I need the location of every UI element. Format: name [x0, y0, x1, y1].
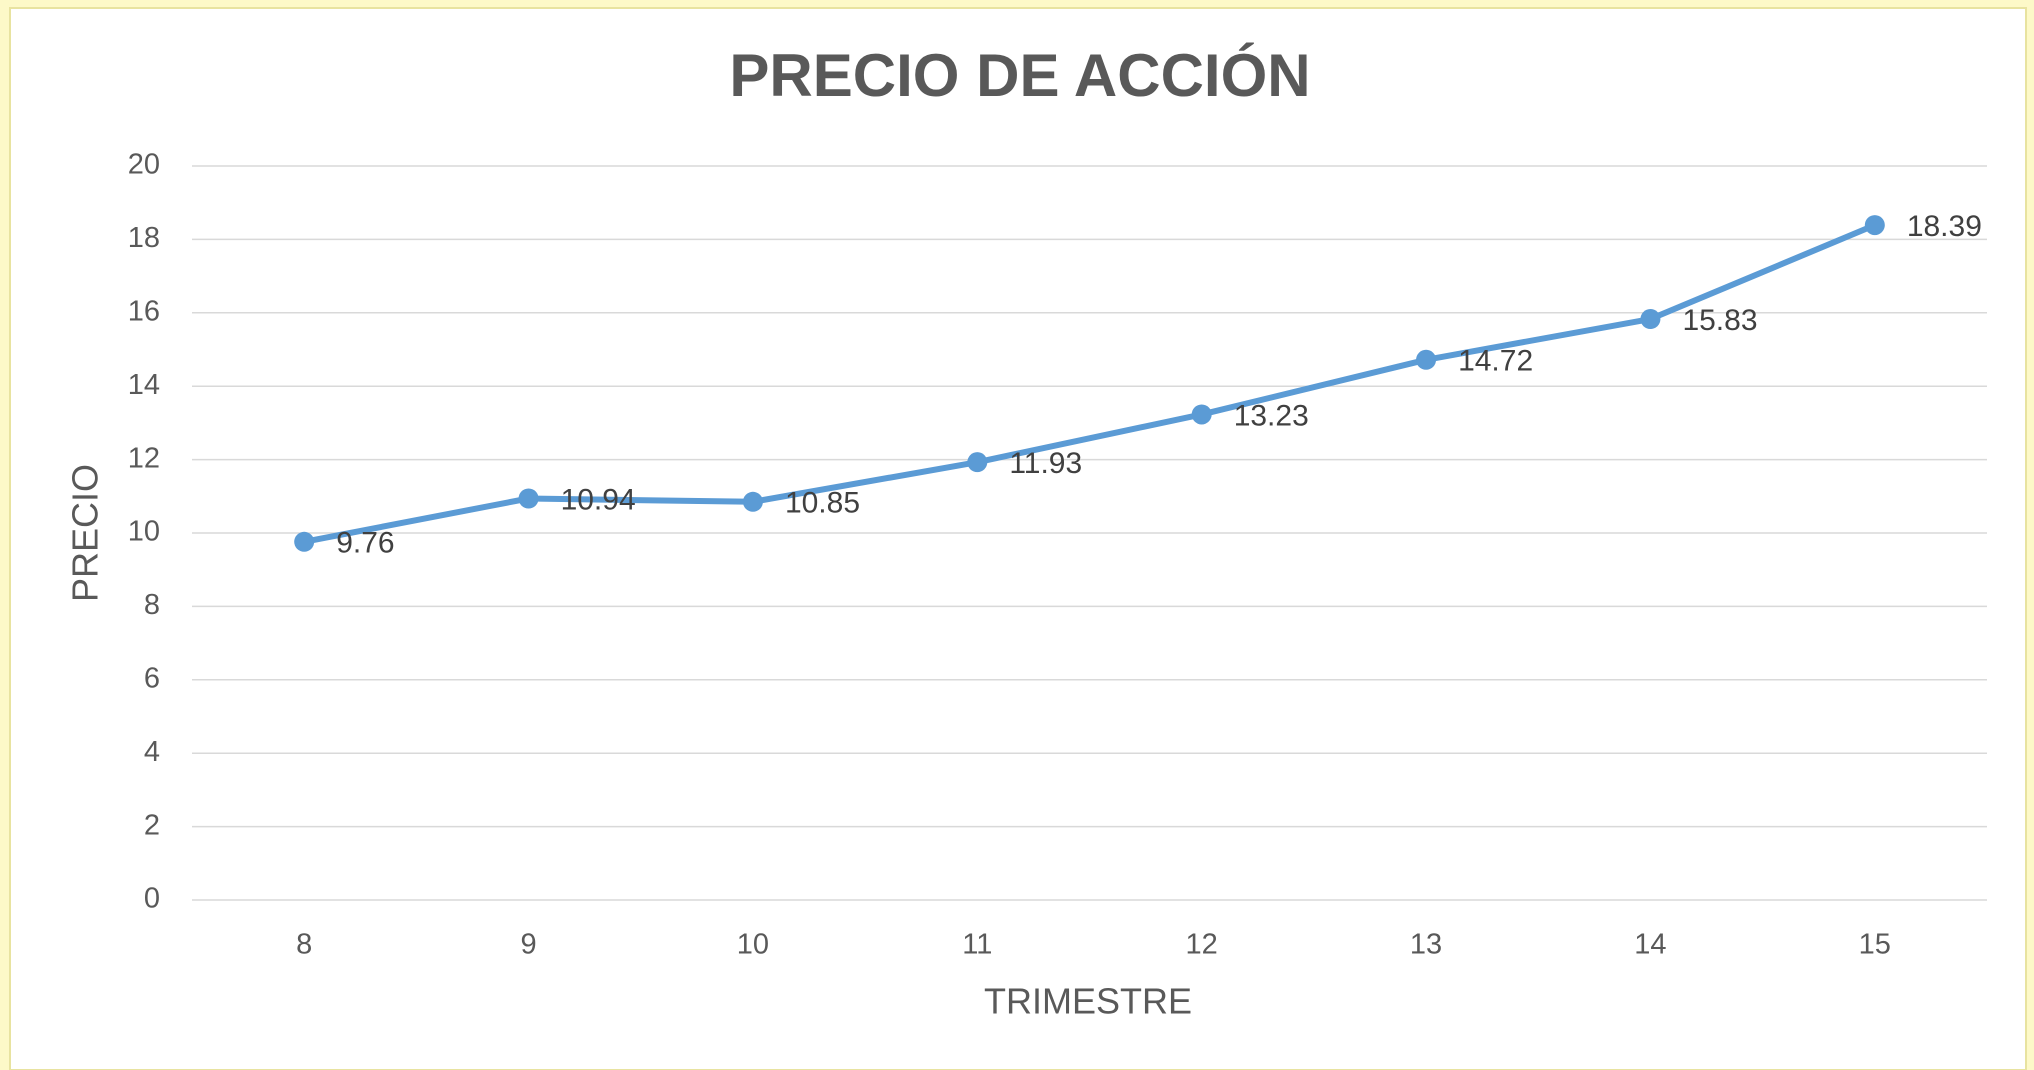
data-label: 10.94 — [561, 483, 636, 516]
marker — [1864, 215, 1885, 236]
data-label: 14.72 — [1458, 345, 1533, 378]
marker — [1416, 349, 1437, 370]
x-tick-label: 8 — [296, 929, 312, 961]
x-tick-label: 15 — [1859, 929, 1891, 961]
y-tick-label: 4 — [144, 736, 160, 768]
data-label: 15.83 — [1682, 304, 1757, 337]
y-tick-label: 0 — [144, 883, 160, 915]
data-label: 9.76 — [336, 527, 394, 560]
x-axis-title: TRIMESTRE — [984, 981, 1192, 1022]
y-tick-label: 10 — [128, 516, 160, 548]
y-tick-label: 14 — [128, 369, 160, 401]
y-tick-label: 2 — [144, 809, 160, 841]
x-tick-label: 9 — [520, 929, 536, 961]
y-tick-label: 6 — [144, 662, 160, 694]
marker — [1191, 404, 1212, 425]
y-tick-label: 8 — [144, 589, 160, 621]
marker — [967, 452, 988, 473]
y-tick-label: 18 — [128, 222, 160, 254]
x-tick-label: 10 — [737, 929, 769, 961]
chart-title: PRECIO DE ACCIÓN — [729, 42, 1310, 109]
line — [303, 222, 1876, 545]
data-label: 10.85 — [785, 487, 860, 520]
data-label: 13.23 — [1234, 399, 1309, 432]
chart-area — [9, 7, 2027, 1070]
x-tick-label: 12 — [1186, 929, 1218, 961]
data-label: 11.93 — [1009, 447, 1082, 480]
y-tick-label: 20 — [128, 149, 160, 181]
x-tick-label: 14 — [1634, 929, 1666, 961]
data-label: 18.39 — [1907, 210, 1982, 243]
marker — [742, 491, 763, 512]
x-tick-label: 11 — [962, 929, 992, 961]
x-tick-label: 13 — [1410, 929, 1442, 961]
marker — [294, 531, 315, 552]
marker — [1640, 309, 1661, 330]
y-tick-label: 16 — [128, 295, 160, 327]
marker — [518, 488, 539, 509]
y-tick-label: 12 — [128, 442, 160, 474]
y-axis-title: PRECIO — [65, 464, 106, 602]
